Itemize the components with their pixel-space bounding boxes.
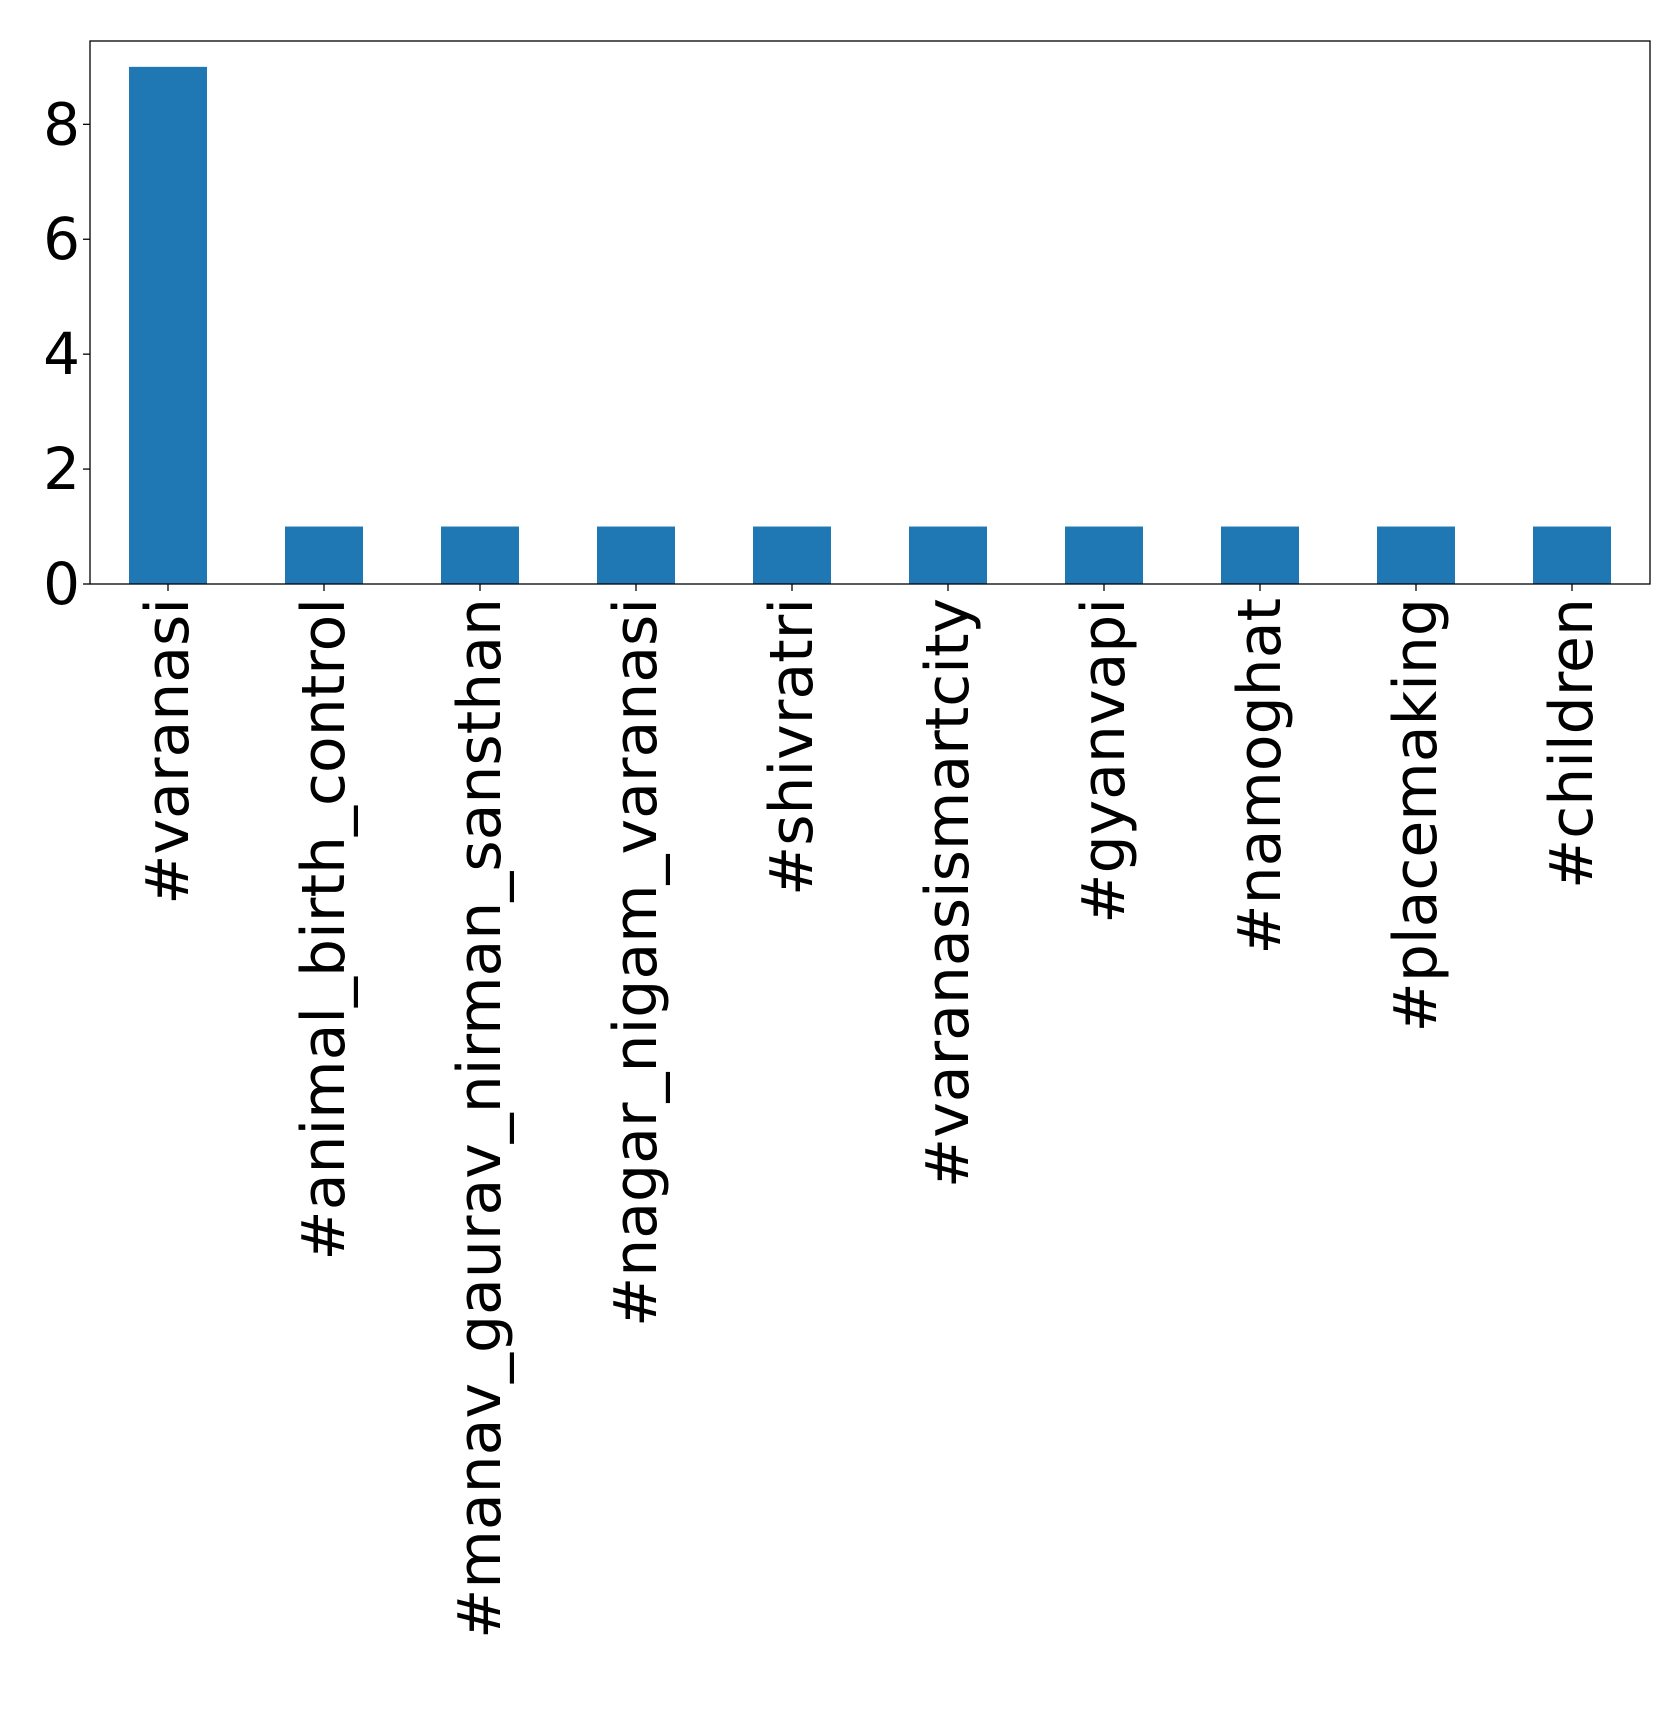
x-tick-label: #varanasismartcity [913,598,983,1188]
bar [1533,526,1611,584]
y-tick-label: 2 [43,435,80,503]
x-tick-label: #placemaking [1381,598,1451,1032]
bar [597,526,675,584]
y-tick-label: 4 [43,320,80,388]
bar [129,66,207,585]
bar [1377,526,1455,584]
x-tick-label: #gyanvapi [1069,598,1139,924]
y-tick-label: 0 [43,550,80,618]
y-axis: 0 2 4 6 8 [43,90,90,618]
x-tick-label: #animal_birth_control [289,598,359,1261]
bar [441,526,519,584]
bar [1065,526,1143,584]
bar [285,526,363,584]
bar [909,526,987,584]
bar [1221,526,1299,584]
y-tick-label: 6 [43,205,80,273]
y-tick-label: 8 [43,90,80,158]
x-tick-label: #nagar_nigam_varanasi [601,598,671,1327]
x-axis: #varanasi #animal_birth_control #manav_gau… [133,584,1607,1639]
x-tick-label: #namoghat [1225,598,1295,955]
x-tick-label: #manav_gaurav_nirman_sansthan [445,598,515,1639]
x-tick-label: #children [1537,598,1607,889]
plot-frame [89,40,1651,585]
bars-group [129,66,1611,585]
x-tick-label: #varanasi [133,598,203,905]
x-tick-label: #shivratri [757,598,827,896]
bar [753,526,831,584]
